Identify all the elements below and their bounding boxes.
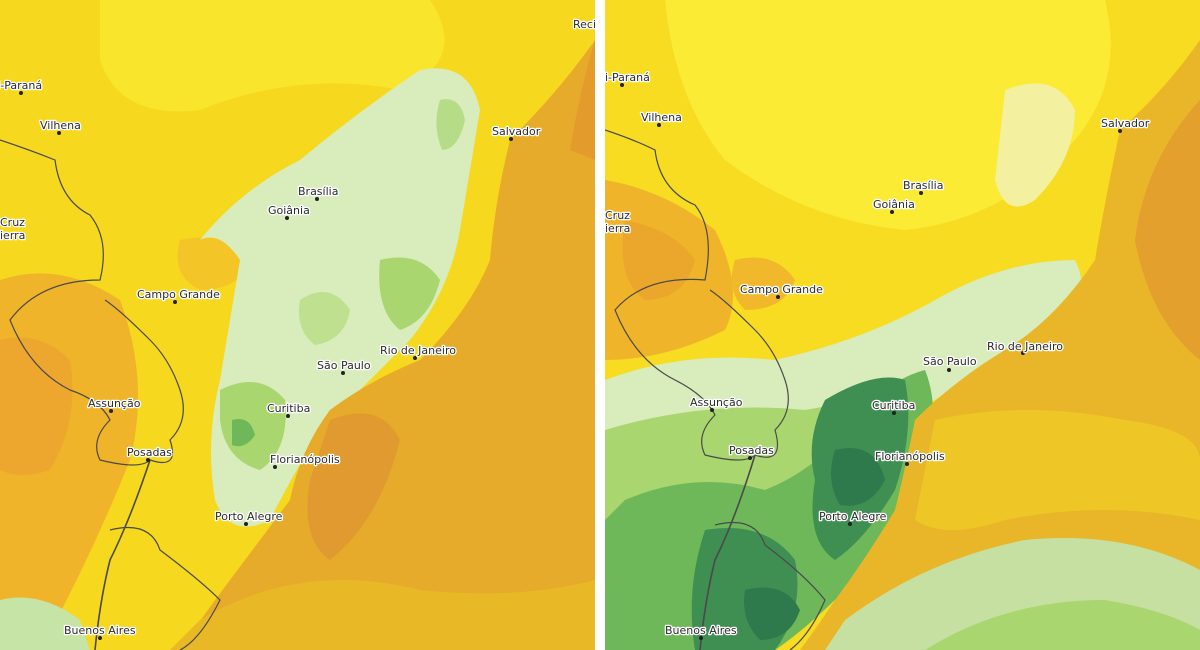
light-green-patch-2 bbox=[379, 257, 440, 330]
svg-text:ierra: ierra bbox=[605, 222, 630, 235]
city-ierra[interactable]: ierra bbox=[0, 228, 27, 244]
city-cruz[interactable]: Cruz bbox=[0, 215, 26, 231]
city-vilhena[interactable]: Vilhena bbox=[39, 118, 82, 135]
city-campo-grande[interactable]: Campo Grande bbox=[739, 282, 824, 299]
mid-green-patch bbox=[232, 419, 255, 447]
map-panel-left[interactable]: Ji-Paraná Vilhena Cruz ierra Campo Grand… bbox=[0, 0, 595, 650]
city-ji-parana[interactable]: Ji-Paraná bbox=[0, 78, 43, 95]
border-line-1 bbox=[605, 129, 789, 461]
border-line-3 bbox=[109, 526, 221, 650]
deepest-green-patch bbox=[831, 448, 885, 506]
ocean-green-south-core bbox=[925, 600, 1200, 650]
city-ji-parana[interactable]: i-Paraná bbox=[605, 70, 651, 87]
city-ierra[interactable]: ierra bbox=[605, 221, 632, 237]
svg-text:Goiânia: Goiânia bbox=[268, 204, 310, 217]
border-line-1 bbox=[0, 139, 184, 466]
light-green-patch-3 bbox=[299, 292, 350, 345]
city-assuncao[interactable]: Assunção bbox=[689, 395, 744, 412]
svg-text:Salvador: Salvador bbox=[1101, 117, 1150, 130]
panel-divider bbox=[595, 0, 605, 650]
orange-region-west-core bbox=[0, 337, 73, 475]
svg-text:Curitiba: Curitiba bbox=[872, 399, 915, 412]
map-canvas-right[interactable]: i-Paraná Vilhena Cruz ierra Campo Grande… bbox=[605, 0, 1200, 650]
svg-text:Assunção: Assunção bbox=[88, 397, 141, 410]
svg-text:Buenos Aires: Buenos Aires bbox=[64, 624, 136, 637]
svg-text:São Paulo: São Paulo bbox=[317, 359, 371, 372]
svg-text:Florianópolis: Florianópolis bbox=[875, 450, 945, 463]
svg-text:Campo Grande: Campo Grande bbox=[137, 288, 220, 301]
city-buenos-aires[interactable]: Buenos Aires bbox=[664, 623, 738, 640]
city-salvador[interactable]: Salvador bbox=[491, 124, 542, 141]
southwest-green bbox=[0, 597, 90, 650]
city-rio-de-janeiro[interactable]: Rio de Janeiro bbox=[986, 339, 1065, 355]
svg-text:Curitiba: Curitiba bbox=[267, 402, 310, 415]
map-canvas-left[interactable]: Ji-Paraná Vilhena Cruz ierra Campo Grand… bbox=[0, 0, 595, 650]
ocean bbox=[180, 40, 595, 650]
svg-text:Campo Grande: Campo Grande bbox=[740, 283, 823, 296]
city-campo-grande[interactable]: Campo Grande bbox=[136, 287, 221, 304]
svg-text:Rio de Janeiro: Rio de Janeiro bbox=[380, 344, 456, 357]
light-green-patch-4 bbox=[436, 99, 465, 150]
map-panel-right[interactable]: i-Paraná Vilhena Cruz ierra Campo Grande… bbox=[605, 0, 1200, 650]
city-goiania[interactable]: Goiânia bbox=[267, 203, 311, 220]
city-recife-partial[interactable]: Reci bbox=[572, 17, 595, 33]
svg-text:Assunção: Assunção bbox=[690, 396, 743, 409]
svg-text:Cruz: Cruz bbox=[605, 209, 630, 222]
city-posadas[interactable]: Posadas bbox=[126, 445, 173, 462]
svg-text:ierra: ierra bbox=[0, 229, 25, 242]
svg-text:Salvador: Salvador bbox=[492, 125, 541, 138]
ocean-dark-east bbox=[1135, 100, 1200, 360]
svg-text:Buenos Aires: Buenos Aires bbox=[665, 624, 737, 637]
city-curitiba[interactable]: Curitiba bbox=[266, 401, 312, 418]
city-sao-paulo[interactable]: São Paulo bbox=[922, 354, 978, 372]
ocean-south-band bbox=[170, 580, 595, 650]
svg-text:Porto Alegre: Porto Alegre bbox=[819, 510, 887, 523]
svg-text:Vilhena: Vilhena bbox=[40, 119, 81, 132]
svg-text:Goiânia: Goiânia bbox=[873, 198, 915, 211]
city-porto-alegre[interactable]: Porto Alegre bbox=[214, 509, 284, 526]
ocean-dark-1 bbox=[570, 40, 595, 160]
city-goiania[interactable]: Goiânia bbox=[872, 197, 916, 214]
light-green-patch-1 bbox=[220, 382, 286, 470]
city-porto-alegre[interactable]: Porto Alegre bbox=[818, 509, 888, 526]
city-posadas[interactable]: Posadas bbox=[728, 443, 775, 460]
svg-text:Rio de Janeiro: Rio de Janeiro bbox=[987, 340, 1063, 353]
bright-yellow-north bbox=[100, 0, 445, 112]
pale-yellow-north bbox=[995, 83, 1075, 207]
city-brasilia[interactable]: Brasília bbox=[297, 184, 340, 201]
city-salvador[interactable]: Salvador bbox=[1100, 116, 1151, 133]
city-rio-de-janeiro[interactable]: Rio de Janeiro bbox=[379, 343, 458, 360]
svg-text:Porto Alegre: Porto Alegre bbox=[215, 510, 283, 523]
svg-text:Florianópolis: Florianópolis bbox=[270, 453, 340, 466]
svg-text:Vilhena: Vilhena bbox=[641, 111, 682, 124]
city-cruz[interactable]: Cruz bbox=[605, 208, 631, 224]
svg-text:São Paulo: São Paulo bbox=[923, 355, 977, 368]
city-florianopolis[interactable]: Florianópolis bbox=[874, 449, 946, 466]
border-line-2 bbox=[699, 454, 756, 650]
city-assuncao[interactable]: Assunção bbox=[87, 396, 142, 413]
city-buenos-aires[interactable]: Buenos Aires bbox=[63, 623, 137, 640]
svg-text:Posadas: Posadas bbox=[127, 446, 172, 459]
city-sao-paulo[interactable]: São Paulo bbox=[316, 358, 372, 375]
svg-text:Ji-Paraná: Ji-Paraná bbox=[0, 79, 42, 92]
svg-text:Posadas: Posadas bbox=[729, 444, 774, 457]
svg-text:Reci: Reci bbox=[573, 18, 595, 31]
ocean-yellow-band bbox=[915, 410, 1200, 530]
city-brasilia[interactable]: Brasília bbox=[902, 178, 945, 195]
border-line-3 bbox=[714, 521, 826, 650]
orange-patch bbox=[177, 237, 250, 290]
svg-text:Brasília: Brasília bbox=[298, 185, 338, 198]
border-line-2 bbox=[94, 459, 151, 650]
city-florianopolis[interactable]: Florianópolis bbox=[269, 452, 341, 469]
svg-text:Cruz: Cruz bbox=[0, 216, 25, 229]
ocean-dark-2 bbox=[307, 413, 400, 560]
svg-text:i-Paraná: i-Paraná bbox=[605, 71, 650, 84]
svg-text:Brasília: Brasília bbox=[903, 179, 943, 192]
city-vilhena[interactable]: Vilhena bbox=[640, 110, 683, 127]
city-curitiba[interactable]: Curitiba bbox=[871, 398, 917, 415]
deepest-green-patch-2 bbox=[744, 587, 800, 640]
